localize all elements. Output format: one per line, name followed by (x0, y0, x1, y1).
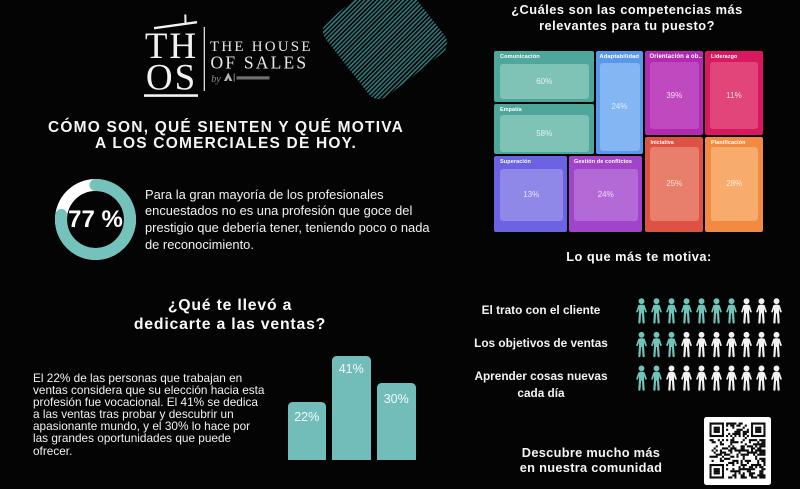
svg-text:THE HOUSE: THE HOUSE (210, 39, 313, 55)
svg-text:TH: TH (145, 26, 198, 67)
svg-text:by: by (211, 74, 221, 85)
svg-text:OF SALES: OF SALES (211, 52, 309, 72)
svg-text:OS: OS (146, 58, 197, 99)
